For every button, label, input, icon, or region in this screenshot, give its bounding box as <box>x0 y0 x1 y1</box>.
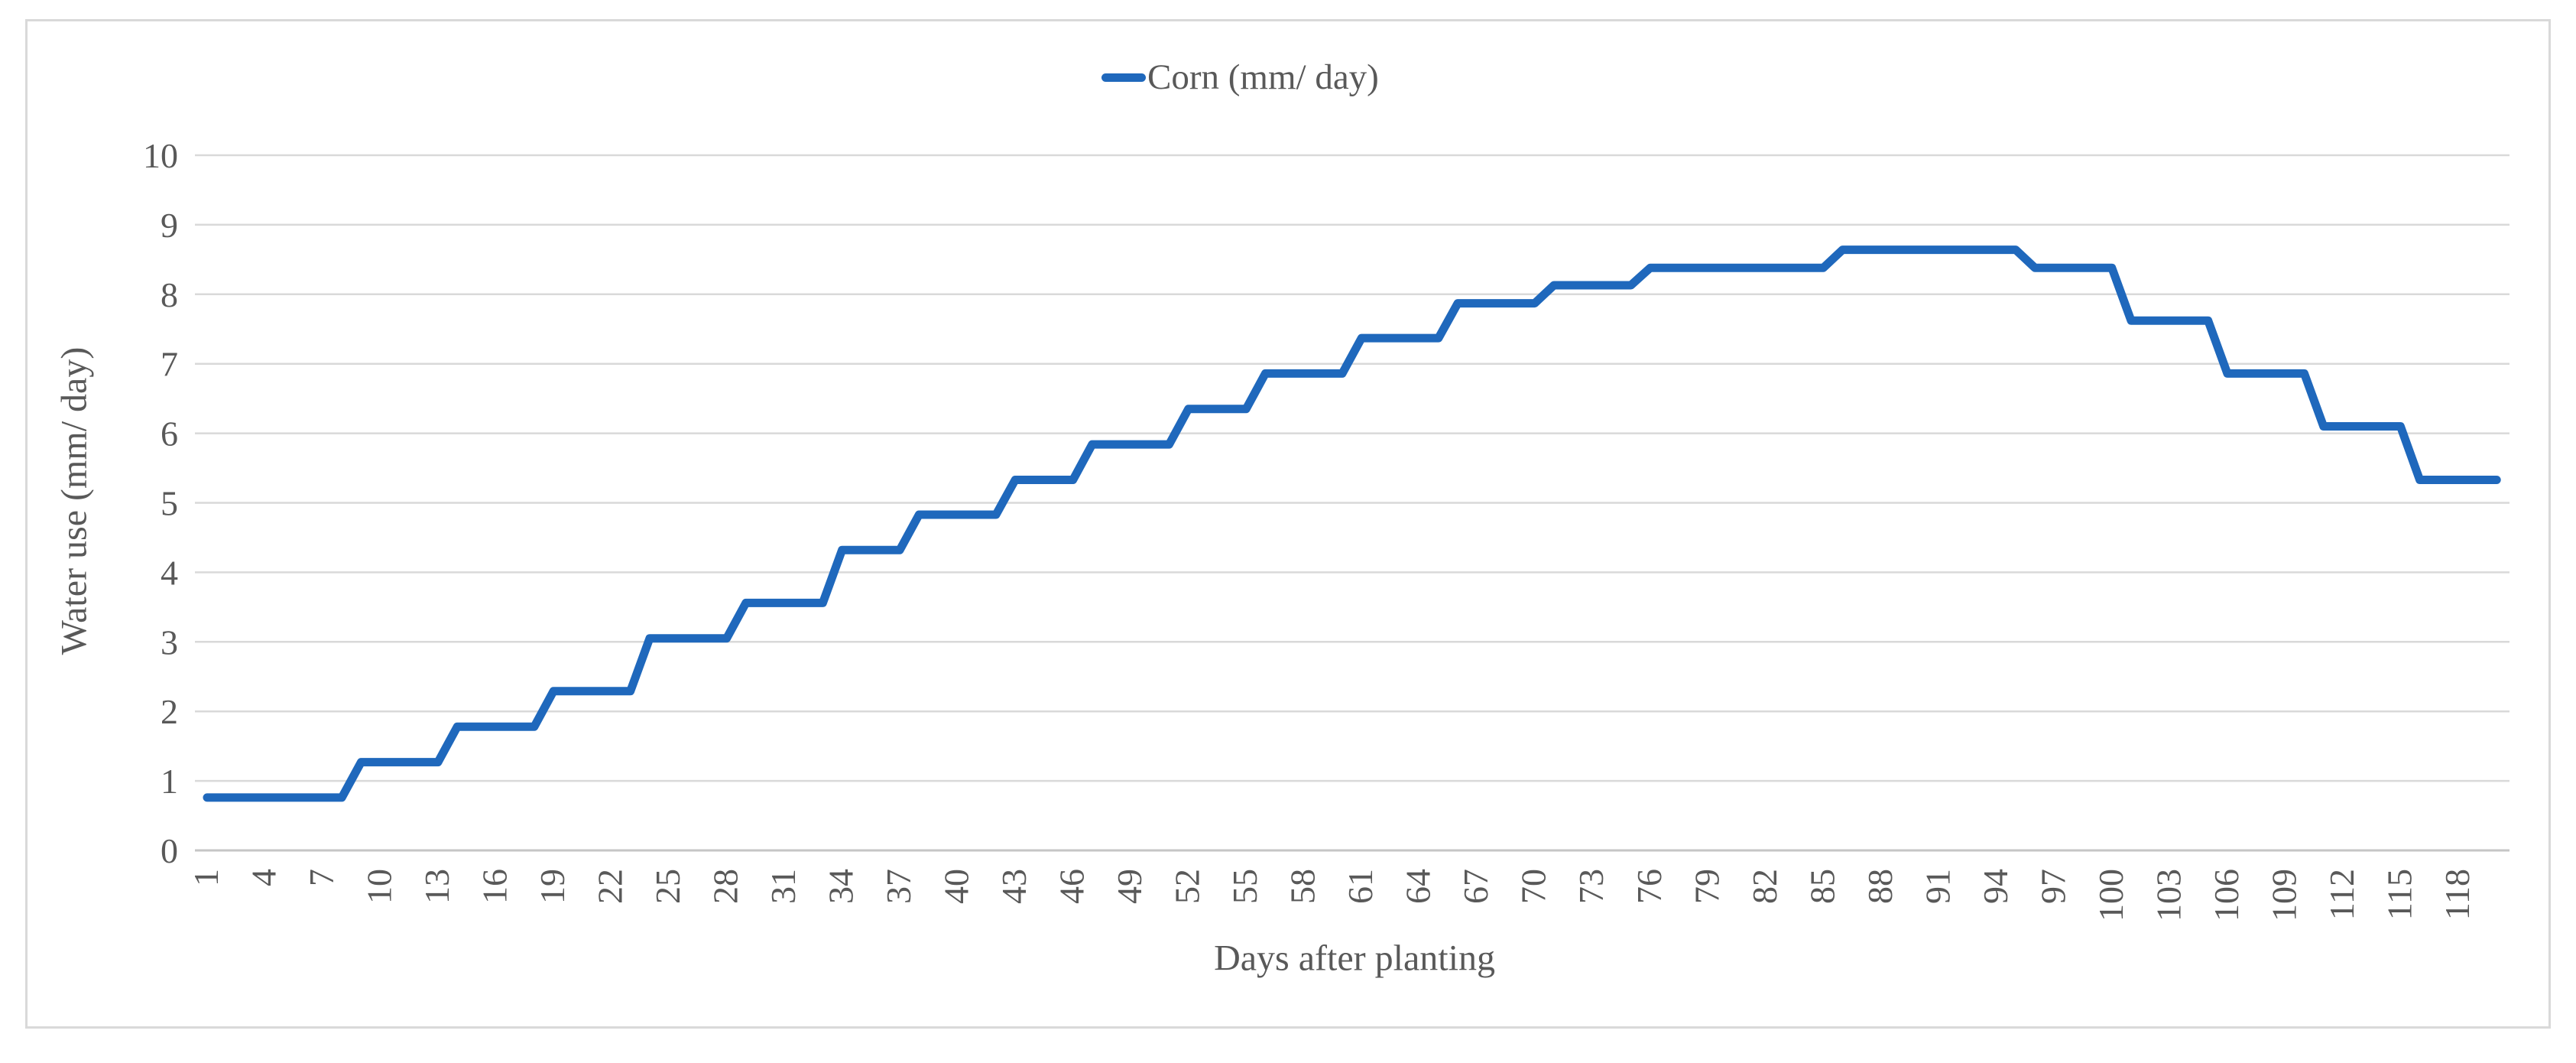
x-tick-label: 109 <box>2264 869 2303 922</box>
y-tick-label: 7 <box>161 345 178 384</box>
x-tick-label: 43 <box>994 869 1033 904</box>
y-tick-label: 2 <box>161 692 178 731</box>
legend: Corn (mm/ day) <box>1101 60 1379 96</box>
series-line-corn <box>203 245 2501 802</box>
x-tick-label: 13 <box>417 869 456 904</box>
x-tick-label: 46 <box>1053 869 1092 904</box>
x-tick-label: 55 <box>1225 869 1264 904</box>
y-tick-label: 9 <box>161 206 178 245</box>
y-tick-label: 6 <box>161 414 178 453</box>
x-tick-label: 73 <box>1572 869 1611 904</box>
x-tick-label: 100 <box>2091 869 2130 922</box>
y-tick-label: 10 <box>143 136 178 175</box>
x-tick-label: 97 <box>2033 869 2072 904</box>
x-tick-label: 82 <box>1745 869 1784 904</box>
x-tick-label: 85 <box>1802 869 1841 904</box>
x-tick-label: 70 <box>1514 869 1553 904</box>
x-tick-label: 106 <box>2207 869 2246 922</box>
x-tick-label: 37 <box>879 869 918 904</box>
x-tick-label: 49 <box>1110 869 1149 904</box>
x-tick-label: 88 <box>1861 869 1900 904</box>
x-tick-label: 91 <box>1918 869 1957 904</box>
legend-label: Corn (mm/ day) <box>1147 57 1379 97</box>
y-axis-title: Water use (mm/ day) <box>54 346 95 655</box>
x-tick-label: 22 <box>591 869 630 904</box>
y-tick-label: 0 <box>161 831 178 870</box>
x-tick-label: 25 <box>648 869 687 904</box>
x-tick-label: 115 <box>2380 869 2419 920</box>
x-tick-label: 10 <box>360 869 399 904</box>
x-tick-label: 1 <box>187 869 225 886</box>
y-tick-label: 8 <box>161 275 178 314</box>
x-tick-label: 7 <box>302 869 341 886</box>
x-tick-label: 31 <box>764 869 803 904</box>
x-tick-label: 64 <box>1399 869 1438 904</box>
y-tick-label: 4 <box>161 553 178 592</box>
x-tick-label: 67 <box>1456 869 1495 904</box>
chart-border <box>25 19 2551 1029</box>
x-tick-label: 79 <box>1687 869 1726 904</box>
x-tick-label: 112 <box>2322 869 2361 920</box>
x-tick-label: 118 <box>2438 869 2477 920</box>
x-tick-label: 28 <box>706 869 745 904</box>
x-tick-label: 16 <box>475 869 514 904</box>
legend-line-marker <box>1101 73 1146 82</box>
x-tick-label: 76 <box>1630 869 1669 904</box>
x-tick-label: 4 <box>245 869 284 886</box>
x-axis-title: Days after planting <box>1214 938 1495 979</box>
x-tick-label: 103 <box>2149 869 2188 922</box>
x-tick-label: 61 <box>1341 869 1380 904</box>
x-tick-label: 34 <box>822 869 861 904</box>
x-tick-label: 40 <box>937 869 976 904</box>
x-tick-label: 58 <box>1283 869 1322 904</box>
y-tick-label: 5 <box>161 484 178 523</box>
y-tick-label: 1 <box>161 762 178 801</box>
x-tick-label: 19 <box>533 869 572 904</box>
y-tick-label: 3 <box>161 623 178 662</box>
x-tick-label: 94 <box>1976 869 2015 904</box>
x-tick-label: 52 <box>1168 869 1207 904</box>
